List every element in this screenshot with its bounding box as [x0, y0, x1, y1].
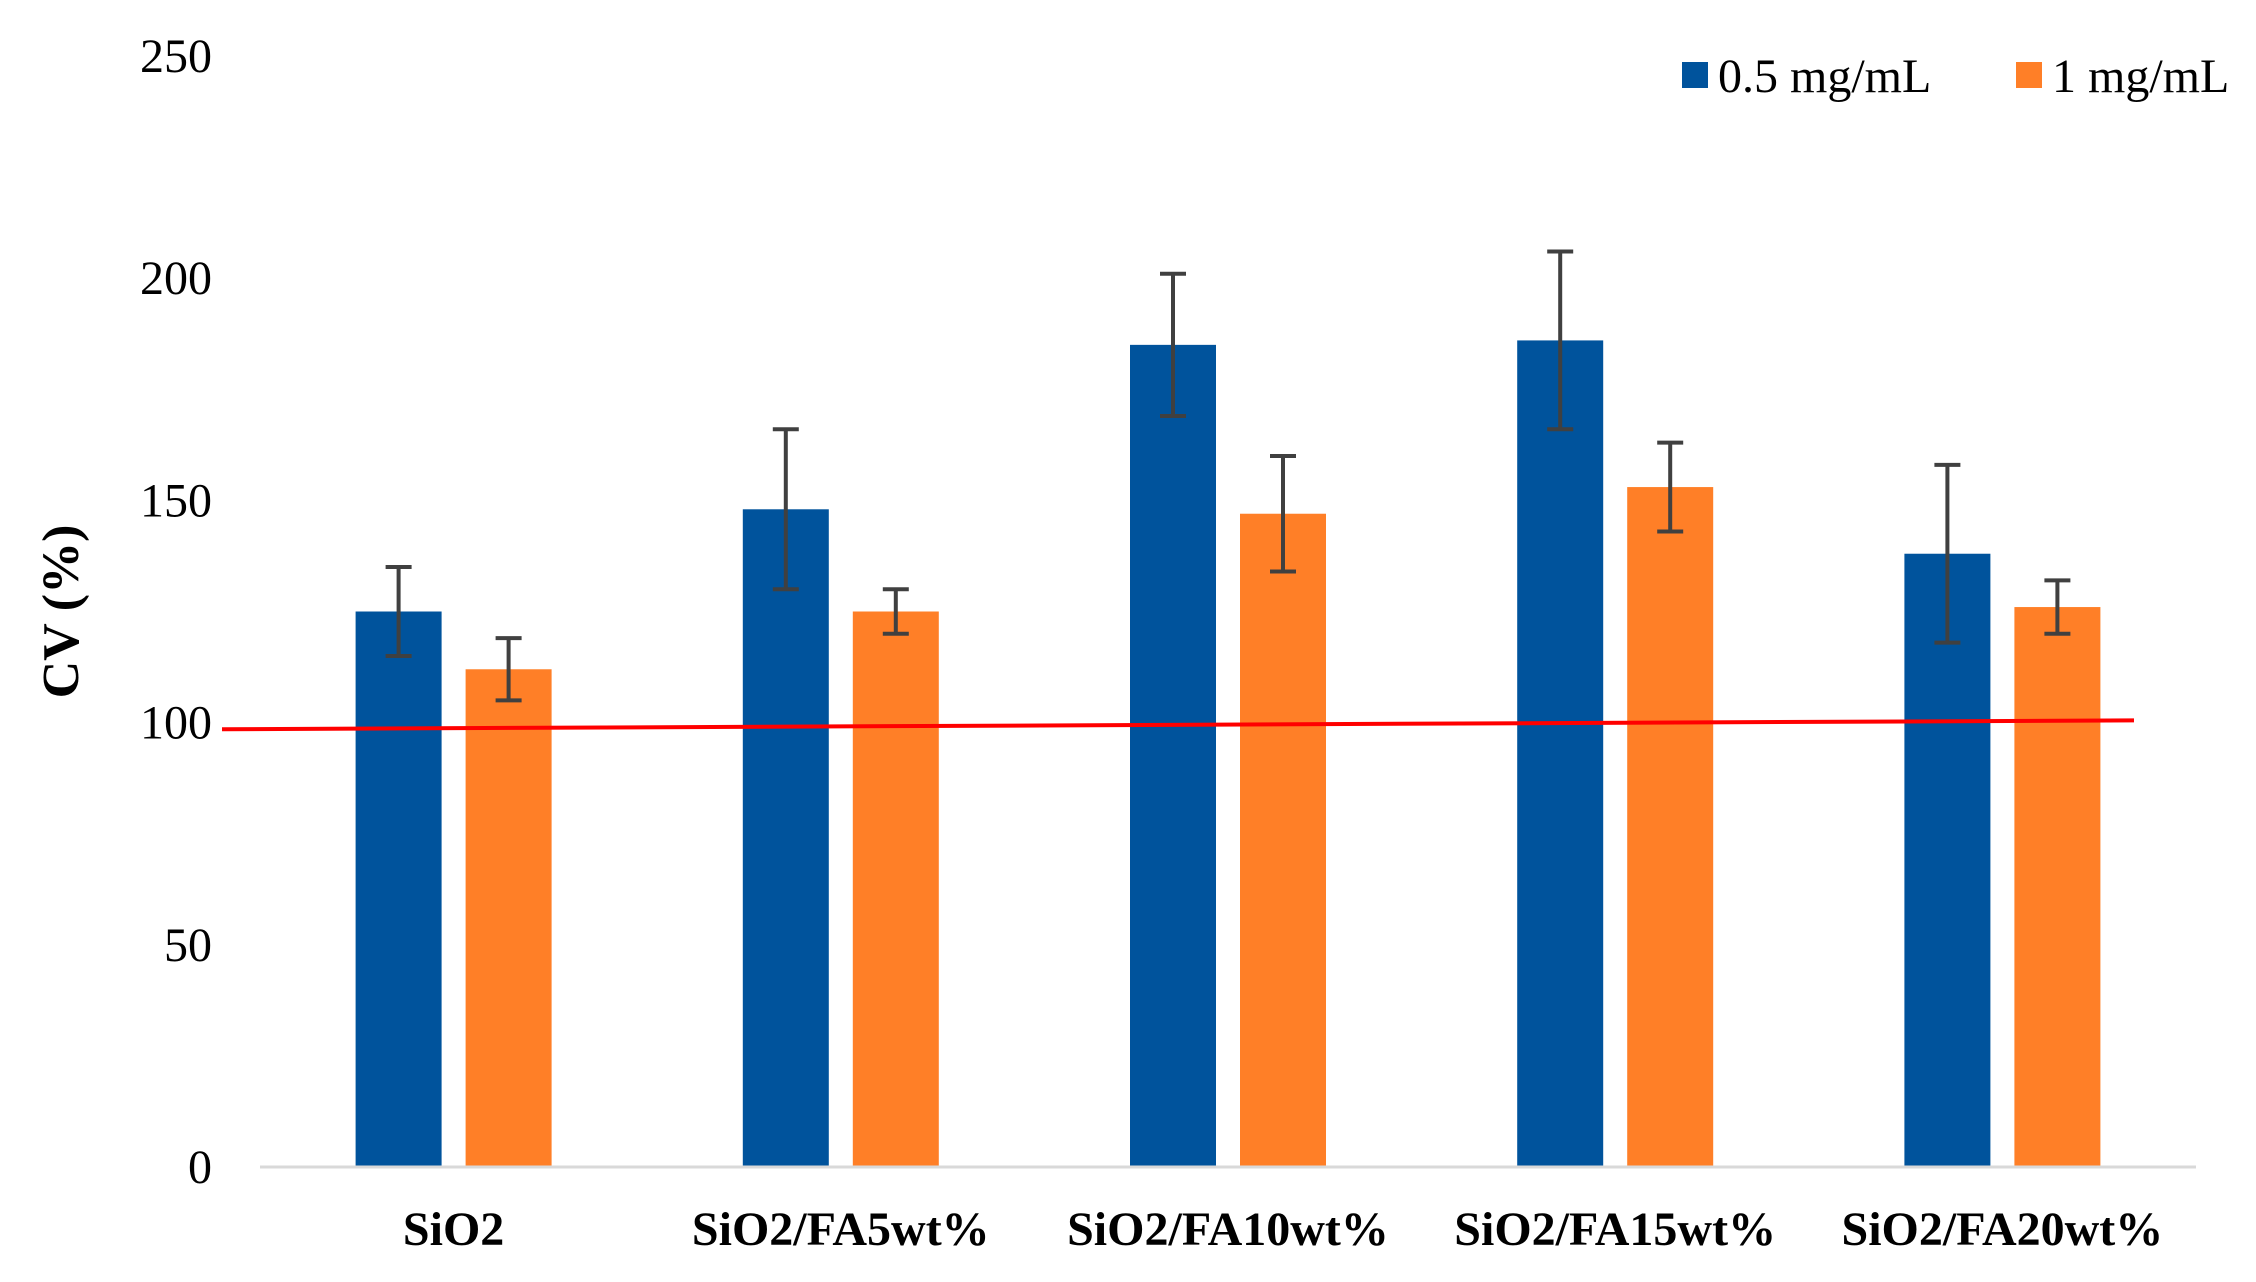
bar-series1 — [1517, 340, 1604, 1167]
y-tick-label: 250 — [140, 30, 212, 83]
bar-series2 — [852, 611, 939, 1167]
x-category-label: SiO2/FA15wt% — [1454, 1203, 1776, 1256]
bar-series1 — [742, 509, 829, 1168]
x-category-label: SiO2/FA5wt% — [692, 1203, 990, 1256]
reference-line — [221, 718, 2135, 732]
bar-series1 — [1130, 344, 1216, 1167]
legend-label-series1: 0.5 mg/mL — [1718, 50, 1931, 103]
bar-series1 — [1904, 553, 1991, 1167]
bar-series2 — [2014, 607, 2101, 1167]
legend-label-series2: 1 mg/mL — [2052, 50, 2229, 103]
y-tick-label: 50 — [164, 919, 212, 972]
bar-series2 — [465, 669, 552, 1167]
x-category-label: SiO2/FA20wt% — [1842, 1203, 2164, 1256]
error-bars — [385, 249, 2071, 703]
x-axis-categories: SiO2 SiO2/FA5wt% SiO2/FA10wt% SiO2/FA15wt% S… — [403, 1203, 2163, 1256]
y-axis-ticks: 0 50 100 150 200 250 — [140, 30, 212, 1194]
legend-swatch-series2 — [2016, 62, 2042, 88]
bars — [355, 340, 2101, 1168]
legend: 0.5 mg/mL 1 mg/mL — [1682, 50, 2229, 103]
bar-series2 — [1240, 513, 1326, 1167]
y-tick-label: 100 — [140, 697, 212, 750]
x-category-label: SiO2 — [403, 1203, 504, 1256]
x-category-label: SiO2/FA10wt% — [1067, 1203, 1389, 1256]
bar-series2 — [1627, 487, 1714, 1167]
y-tick-label: 0 — [188, 1141, 212, 1194]
bar-series1 — [355, 611, 442, 1167]
y-axis-title: CV (%) — [33, 525, 90, 699]
y-tick-label: 200 — [140, 252, 212, 305]
legend-swatch-series1 — [1682, 62, 1708, 88]
y-tick-label: 150 — [140, 474, 212, 527]
